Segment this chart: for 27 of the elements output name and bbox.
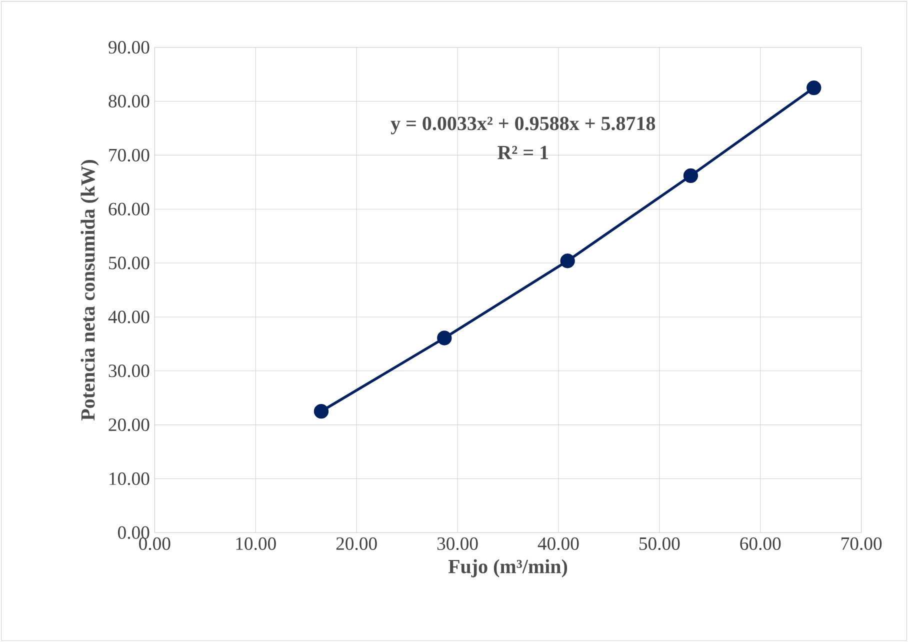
x-tick-label: 40.00 bbox=[538, 537, 579, 550]
y-tick-label: 30.00 bbox=[108, 364, 150, 378]
y-tick-label: 60.00 bbox=[108, 202, 150, 216]
point bbox=[806, 80, 822, 96]
x-axis-title: Fujo (m³/min) bbox=[448, 559, 568, 578]
x-tick-label: 20.00 bbox=[336, 537, 377, 550]
x-tick-label: 60.00 bbox=[740, 537, 781, 550]
x-tick-label: 10.00 bbox=[236, 537, 276, 550]
x-tick-label: 0.00 bbox=[139, 537, 170, 550]
y-tick-label: 40.00 bbox=[108, 310, 150, 324]
y-tick-label: 90.00 bbox=[108, 40, 150, 54]
y-axis-title: Potencia neta consumida (kW) bbox=[80, 160, 99, 420]
y-tick-label: 0.00 bbox=[118, 526, 150, 539]
point bbox=[560, 254, 575, 268]
point bbox=[683, 168, 698, 184]
y-tick-label: 20.00 bbox=[108, 418, 150, 432]
y-tick-label: 50.00 bbox=[109, 256, 150, 270]
y-tick-label: 80.00 bbox=[108, 94, 150, 108]
annotation: R² = 1 bbox=[498, 146, 548, 160]
annotation: y = 0.0033x² + 0.9588x + 5.8718 bbox=[390, 116, 656, 134]
point bbox=[314, 404, 329, 419]
y-tick-label: 10.00 bbox=[110, 472, 150, 486]
x-tick-label: 30.00 bbox=[437, 537, 478, 550]
x-tick-label: 70.00 bbox=[842, 537, 882, 550]
y-tick-label: 70.00 bbox=[109, 148, 150, 162]
x-tick-label: 50.00 bbox=[640, 537, 680, 550]
point bbox=[437, 330, 452, 346]
